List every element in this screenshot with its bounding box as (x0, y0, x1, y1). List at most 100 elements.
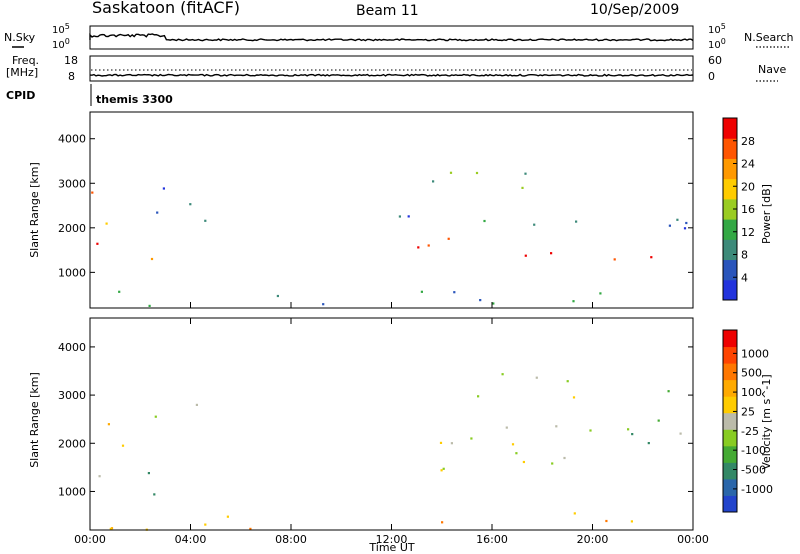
velocity-colorbar: 1000 500 100 25 -25 -100 -500 -1000 (722, 329, 773, 513)
power-cell (572, 300, 575, 303)
colorbar-tick-label: 8 (741, 249, 748, 262)
velocity-cell (110, 527, 114, 530)
colorbar-swatch (723, 462, 737, 480)
colorbar-swatch (723, 259, 737, 281)
power-cell (683, 227, 687, 230)
nsearch-tick-low: 100 (708, 37, 726, 51)
velocity-colorbar-label: Velocity [m s^-1] (760, 374, 773, 469)
x-tick-label: 00:00 (677, 533, 709, 546)
x-tick-label: 16:00 (476, 533, 508, 546)
velocity-cell (535, 376, 538, 379)
power-cell (322, 303, 325, 306)
colorbar-tick-label: -25 (741, 425, 759, 438)
colorbar-tick-label: -1000 (741, 483, 773, 496)
velocity-cell (442, 467, 445, 470)
velocity-cell (204, 523, 207, 526)
colorbar-tick-label: 28 (741, 135, 755, 148)
power-cell (650, 256, 653, 259)
nave-tick-high: 60 (708, 54, 722, 67)
power-cell (118, 290, 121, 293)
power-cell (276, 294, 279, 298)
colorbar-swatch (723, 445, 737, 463)
cpid-label: CPID (6, 89, 35, 102)
velocity-cell (563, 456, 566, 460)
freq-trace (89, 73, 694, 77)
velocity-cell (505, 426, 508, 429)
velocity-cell (470, 437, 473, 440)
power-cell (427, 244, 430, 247)
velocity-ytick-label: 2000 (58, 437, 86, 450)
power-cell (204, 219, 207, 222)
power-cell (96, 242, 99, 245)
power-cell (449, 171, 453, 174)
power-cell (475, 171, 479, 175)
power-ytick-label: 3000 (58, 177, 86, 190)
nsky-panel (89, 25, 694, 50)
power-cell (150, 257, 154, 261)
power-ytick-label: 4000 (58, 133, 86, 146)
colorbar-swatch (723, 118, 737, 139)
colorbar-tick-label: 1000 (741, 347, 769, 360)
colorbar-tick-label: 100 (741, 386, 762, 399)
freq-panel (89, 55, 694, 82)
colorbar-swatch (723, 279, 737, 301)
colorbar-swatch (723, 330, 737, 348)
power-cell (417, 246, 420, 249)
power-cell (420, 290, 423, 293)
colorbar-tick-label: 4 (741, 271, 748, 284)
nsky-label: N.Sky (4, 31, 36, 44)
velocity-cell (440, 469, 443, 472)
velocity-cell (627, 428, 630, 431)
beam-title: Beam 11 (356, 3, 419, 19)
power-cell (398, 215, 401, 218)
power-cell (613, 258, 616, 261)
freq-label: Freq. (12, 54, 39, 67)
power-cell (189, 203, 192, 206)
velocity-cell (555, 425, 558, 428)
colorbar-swatch (723, 219, 737, 240)
colorbar-swatch (723, 363, 737, 381)
date-title: 10/Sep/2009 (590, 2, 679, 18)
power-cell (599, 292, 602, 295)
power-cell (676, 218, 679, 221)
velocity-ytick-label: 4000 (58, 341, 86, 354)
velocity-cell (226, 515, 229, 518)
x-tick-label: 20:00 (577, 533, 609, 546)
colorbar-swatch (723, 396, 737, 414)
colorbar-swatch (723, 412, 737, 430)
power-x-ticks (89, 302, 694, 308)
velocity-cell (147, 472, 150, 475)
colorbar-tick-label: -100 (741, 444, 766, 457)
velocity-cell (657, 419, 660, 422)
power-cell (91, 191, 94, 194)
freq-unit: [MHz] (6, 66, 38, 79)
velocity-cell (477, 395, 480, 398)
velocity-y-axis: 1000 2000 3000 4000 (58, 341, 693, 498)
nsearch-tick-high: 105 (708, 22, 726, 36)
power-ytick-label: 2000 (58, 222, 86, 235)
power-cell (533, 223, 536, 226)
velocity-cell (573, 512, 576, 515)
colorbar-swatch (723, 178, 737, 200)
x-tick-label: 00:00 (74, 533, 106, 546)
colorbar-swatch (723, 429, 737, 447)
x-tick-label: 08:00 (275, 533, 307, 546)
x-tick-label: 04:00 (175, 533, 207, 546)
colorbar-swatch (723, 158, 737, 180)
velocity-cell (647, 442, 650, 445)
velocity-cell (679, 432, 682, 435)
cpid-value: themis 3300 (96, 93, 173, 106)
power-colorbar-label: Power [dB] (760, 184, 773, 244)
velocity-cell (450, 442, 453, 445)
power-cell (492, 302, 495, 305)
colorbar-tick-label: 25 (741, 405, 755, 418)
power-panel-frame (89, 111, 694, 309)
colorbar-swatch (723, 379, 737, 397)
velocity-cell (551, 462, 554, 465)
colorbar-tick-label: 500 (741, 367, 762, 380)
velocity-ylabel: Slant Range [km] (28, 372, 41, 468)
colorbar-swatch (723, 495, 737, 513)
colorbar-frame (722, 329, 738, 513)
velocity-cell (572, 396, 576, 399)
